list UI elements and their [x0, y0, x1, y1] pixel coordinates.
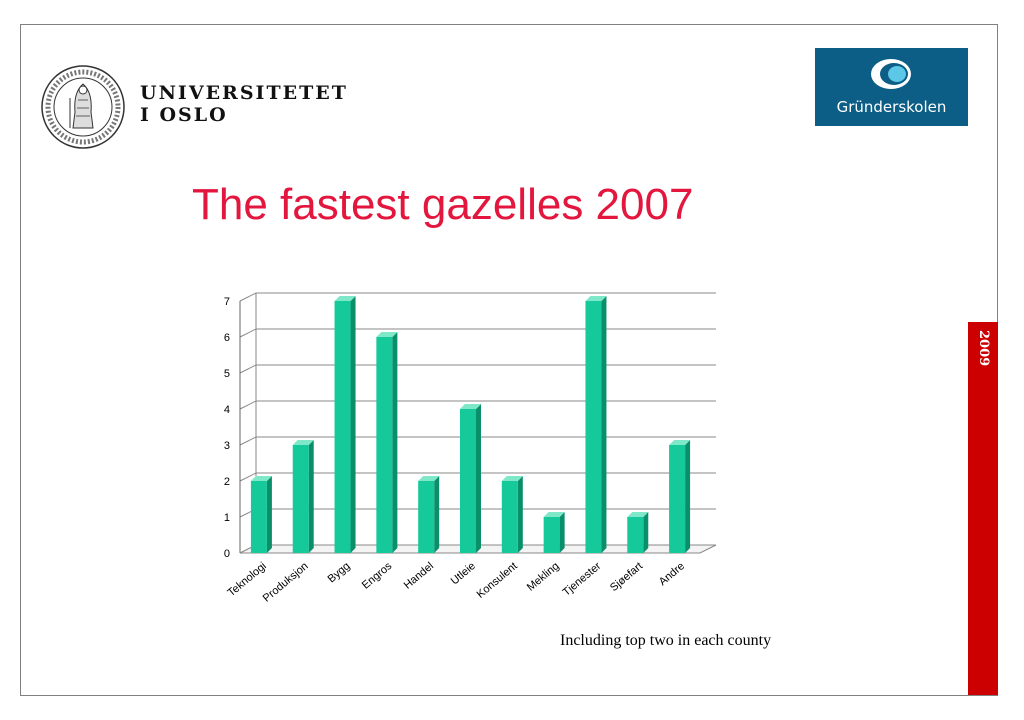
- y-tick-label: 7: [224, 296, 230, 308]
- university-seal-icon: [41, 65, 125, 149]
- gridline-depth: [239, 364, 257, 374]
- bar-top: [501, 476, 523, 481]
- bar-side: [476, 404, 481, 553]
- x-tick-label: Engros: [360, 560, 395, 592]
- bar-side: [685, 440, 691, 553]
- bar-top: [669, 440, 691, 445]
- bar-top: [292, 440, 314, 445]
- x-tick-label: Utleie: [449, 560, 478, 587]
- bar-side: [308, 440, 314, 553]
- partner-logo-icon: [871, 59, 911, 89]
- university-name: UNIVERSITETET I OSLO: [140, 82, 348, 126]
- x-tick-label: Andre: [657, 560, 687, 588]
- y-tick-label: 1: [224, 512, 230, 524]
- bar-top: [250, 476, 272, 481]
- gridline-depth: [239, 472, 257, 482]
- bar: [250, 481, 267, 553]
- side-bar: 2009: [968, 322, 998, 695]
- chart-title: The fastest gazelles 2007: [192, 180, 694, 229]
- y-tick-label: 5: [224, 368, 230, 380]
- partner-logo: Gründerskolen: [815, 48, 968, 126]
- bar-side: [517, 476, 523, 553]
- bar-top: [334, 296, 356, 301]
- bar-side: [601, 296, 607, 553]
- bar-side: [434, 476, 440, 553]
- x-tick-label: Tjenester: [561, 560, 604, 599]
- partner-logo-text: Gründerskolen: [836, 98, 947, 116]
- side-year-label: 2009: [976, 330, 991, 367]
- bar-side: [350, 296, 356, 553]
- y-tick-label: 4: [224, 404, 230, 416]
- bar: [460, 409, 476, 553]
- bar: [627, 517, 644, 553]
- bar: [501, 481, 518, 553]
- bar-top: [418, 476, 440, 481]
- bar-top: [585, 296, 607, 301]
- x-tick-label: Sjøefart: [608, 560, 645, 594]
- bar-top: [543, 512, 565, 517]
- gridline-depth: [239, 436, 257, 446]
- y-tick-label: 0: [224, 548, 230, 560]
- gridline-depth: [239, 400, 257, 410]
- x-tick-label: Bygg: [326, 560, 353, 585]
- x-tick-label: Mekling: [525, 560, 562, 594]
- university-name-line2: I OSLO: [140, 104, 228, 126]
- bar-side: [266, 476, 272, 553]
- bar-side: [559, 512, 565, 553]
- bar: [292, 445, 309, 553]
- gridline-depth: [239, 328, 257, 338]
- bar: [543, 517, 560, 553]
- bar: [418, 481, 435, 553]
- y-tick-label: 2: [224, 476, 230, 488]
- x-tick-label: Konsulent: [475, 560, 520, 601]
- bar-top: [376, 332, 398, 337]
- bar-side: [643, 512, 649, 553]
- bar-top: [460, 404, 481, 409]
- bar: [585, 301, 602, 553]
- bar: [669, 445, 686, 553]
- x-tick-label: Produksjon: [261, 560, 311, 605]
- bar-top: [627, 512, 649, 517]
- university-name-line1: UNIVERSITETET: [140, 82, 348, 104]
- y-tick-label: 6: [224, 332, 230, 344]
- x-tick-label: Handel: [402, 560, 436, 592]
- bar-side: [392, 332, 398, 553]
- bar: [376, 337, 393, 553]
- gridline-depth: [239, 292, 257, 302]
- bar: [334, 301, 351, 553]
- chart-footnote: Including top two in each county: [560, 632, 772, 649]
- y-tick-label: 3: [224, 440, 230, 452]
